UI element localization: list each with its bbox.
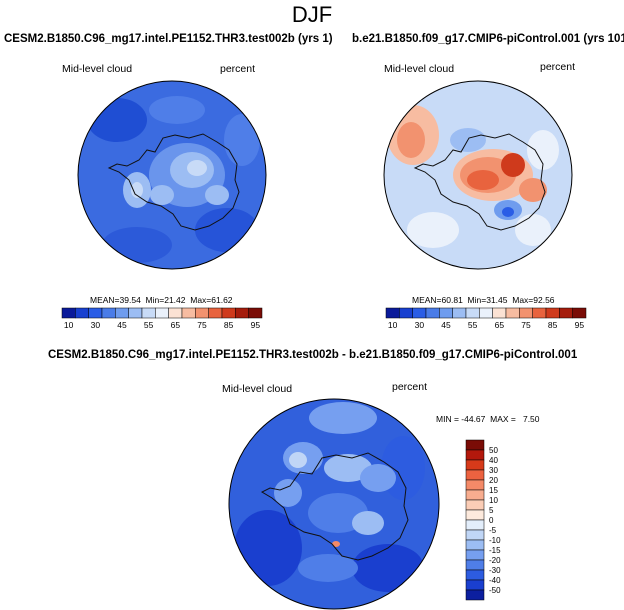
panel-3-units-label: percent — [392, 381, 428, 393]
panel-1-colorbar-swatch — [128, 307, 143, 319]
panel-1-polar-map — [77, 80, 267, 270]
panel-1-stats: MEAN=39.54 Min=21.42 Max=61.62 — [90, 295, 233, 305]
panel-3-colorbar-tick-label: 15 — [489, 486, 498, 495]
panel-2-colorbar: 10 30 45 55 65 75 85 95 — [385, 307, 587, 330]
panel-1-colorbar-swatch — [101, 307, 116, 319]
panel-2-colorbar-tick-label: 55 — [468, 320, 478, 330]
panel-3-colorbar-swatch — [465, 519, 485, 531]
panel-1-colorbar-tick-label: 85 — [224, 320, 234, 330]
panel-2-stats: MEAN=60.81 Min=31.45 Max=92.56 — [412, 295, 555, 305]
panel-3-colorbar-swatch — [465, 449, 485, 461]
panel-1-colorbar-swatch — [248, 307, 263, 319]
panel-3-colorbar-tick-label: 5 — [489, 506, 494, 515]
panel-2-colorbar-tick-label: 65 — [495, 320, 505, 330]
panel-3-colorbar-swatch — [465, 479, 485, 491]
panel-3-colorbar-tick-label: 50 — [489, 446, 498, 455]
panel-3-colorbar-swatch — [465, 579, 485, 591]
panel-2-colorbar-swatch — [545, 307, 560, 319]
panel-2-polar-map — [383, 80, 573, 270]
panel-1-colorbar-swatch — [195, 307, 209, 319]
panel-3-colorbar-swatch — [465, 509, 485, 521]
panel-3-colorbar-tick-label: -15 — [489, 546, 501, 555]
panel-1-colorbar-tick-label: 95 — [251, 320, 261, 330]
panel-1-colorbar-tick-label: 30 — [91, 320, 101, 330]
panel-3-colorbar-swatch — [465, 499, 485, 511]
panel-2-colorbar-swatch — [505, 307, 520, 319]
panel-3-colorbar-tick-label: -10 — [489, 536, 501, 545]
panel-3-colorbar-tick-label: 20 — [489, 476, 498, 485]
panel-2-colorbar-swatch — [399, 307, 413, 319]
panel-1-colorbar-tick-label: 75 — [197, 320, 207, 330]
panel-1-units-label: percent — [220, 63, 256, 75]
panel-2-colorbar-swatch — [532, 307, 547, 319]
panel-3-polar-map — [228, 398, 440, 610]
panel-1-colorbar-swatch — [141, 307, 156, 319]
panel-2-colorbar-tick-label: 75 — [521, 320, 531, 330]
figure-title: DJF — [291, 2, 333, 27]
panel-1-colorbar-tick-label: 45 — [117, 320, 127, 330]
panel-2-colorbar-tick-label: 10 — [388, 320, 398, 330]
panel-3-colorbar-swatch — [465, 529, 485, 541]
panel-1-colorbar: 10 30 45 55 65 75 85 95 — [61, 307, 263, 330]
panel-1-colorbar-swatch — [115, 307, 129, 319]
panel-1-title: CESM2.B1850.C96_mg17.intel.PE1152.THR3.t… — [4, 33, 333, 45]
panel-1-colorbar-tick-label: 55 — [144, 320, 154, 330]
panel-3-colorbar-tick-label: -50 — [489, 586, 501, 595]
panel-3-colorbar-tick-label: 40 — [489, 456, 498, 465]
panel-3-colorbar-swatch — [465, 549, 485, 561]
panel-3-colorbar-swatch — [465, 539, 485, 551]
panel-1-colorbar-tick-label: 10 — [64, 320, 74, 330]
panel-3-title: CESM2.B1850.C96_mg17.intel.PE1152.THR3.t… — [48, 349, 578, 361]
panel-1-colorbar-swatch — [75, 307, 89, 319]
panel-3-colorbar-swatch — [465, 569, 485, 581]
panel-2-colorbar-tick-label: 45 — [441, 320, 451, 330]
panel-2-colorbar-tick-label: 85 — [548, 320, 558, 330]
panel-2-colorbar-swatch — [452, 307, 467, 319]
panel-1-colorbar-swatch — [61, 307, 76, 319]
panel-1-colorbar-swatch — [221, 307, 236, 319]
panel-2-colorbar-tick-label: 95 — [575, 320, 585, 330]
panel-2-colorbar-swatch — [479, 307, 493, 319]
panel-1-colorbar-tick-label: 65 — [171, 320, 181, 330]
panel-2-colorbar-swatch — [572, 307, 587, 319]
panel-2-colorbar-swatch — [439, 307, 453, 319]
panel-3-colorbar-swatch — [465, 439, 485, 451]
panel-3-variable-label: Mid-level cloud — [222, 383, 293, 395]
panel-3-stats: MIN = -44.67 MAX = 7.50 — [436, 414, 540, 424]
panel-2-colorbar-swatch — [412, 307, 427, 319]
panel-3-colorbar-tick-label: -20 — [489, 556, 501, 565]
panel-3-coastline — [260, 452, 409, 561]
panel-1-colorbar-swatch — [181, 307, 196, 319]
panel-2-colorbar-tick-label: 30 — [415, 320, 425, 330]
panel-3-colorbar-swatch — [465, 559, 485, 571]
panel-1-colorbar-swatch — [155, 307, 169, 319]
panel-3-colorbar-tick-label: -5 — [489, 526, 497, 535]
panel-1-colorbar-swatch — [235, 307, 249, 319]
panel-2-units-label: percent — [540, 61, 576, 73]
panel-2-colorbar-swatch — [465, 307, 480, 319]
panel-2-colorbar-swatch — [385, 307, 400, 319]
panel-3-colorbar-swatch — [465, 459, 485, 471]
panel-2-title: b.e21.B1850.f09_g17.CMIP6-piControl.001 … — [352, 33, 624, 45]
panel-2-colorbar-swatch — [559, 307, 573, 319]
panel-2-coastline — [413, 133, 546, 231]
panel-3-colorbar-tick-label: 0 — [489, 516, 494, 525]
panel-2-colorbar-swatch — [519, 307, 533, 319]
panel-3-colorbar-tick-label: 10 — [489, 496, 498, 505]
panel-3-colorbar-swatch — [465, 489, 485, 501]
panel-1-colorbar-swatch — [208, 307, 223, 319]
panel-2-variable-label: Mid-level cloud — [384, 63, 455, 75]
panel-2-colorbar-swatch — [425, 307, 440, 319]
panel-1-colorbar-swatch — [168, 307, 183, 319]
panel-1-coastline — [107, 133, 240, 231]
panel-3-colorbar-swatch — [465, 589, 485, 601]
panel-3-colorbar-tick-label: -30 — [489, 566, 501, 575]
panel-3-colorbar-swatch — [465, 469, 485, 481]
panel-2-colorbar-swatch — [492, 307, 507, 319]
panel-3-colorbar-tick-label: 30 — [489, 466, 498, 475]
panel-3-colorbar-tick-label: -40 — [489, 576, 501, 585]
panel-1-colorbar-swatch — [88, 307, 103, 319]
panel-1-variable-label: Mid-level cloud — [62, 63, 133, 75]
